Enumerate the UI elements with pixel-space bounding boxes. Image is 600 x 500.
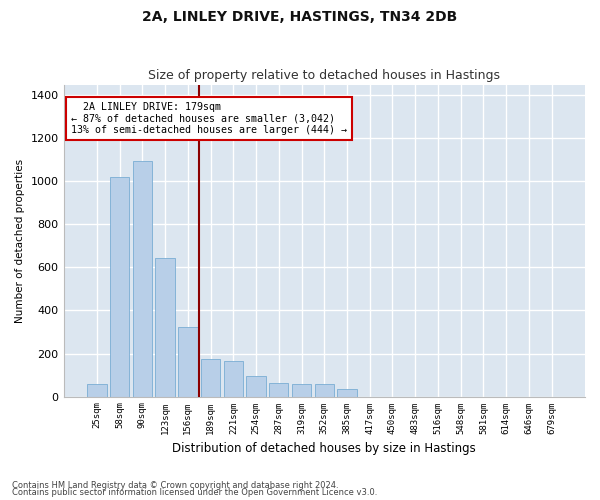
X-axis label: Distribution of detached houses by size in Hastings: Distribution of detached houses by size …	[172, 442, 476, 455]
Title: Size of property relative to detached houses in Hastings: Size of property relative to detached ho…	[148, 69, 500, 82]
Bar	[247, 376, 266, 396]
Bar	[178, 326, 197, 396]
Bar	[110, 177, 130, 396]
Text: Contains public sector information licensed under the Open Government Licence v3: Contains public sector information licen…	[12, 488, 377, 497]
Bar	[314, 384, 334, 396]
Bar	[292, 384, 311, 396]
Text: Contains HM Land Registry data © Crown copyright and database right 2024.: Contains HM Land Registry data © Crown c…	[12, 480, 338, 490]
Bar	[224, 361, 243, 396]
Text: 2A, LINLEY DRIVE, HASTINGS, TN34 2DB: 2A, LINLEY DRIVE, HASTINGS, TN34 2DB	[142, 10, 458, 24]
Text: 2A LINLEY DRIVE: 179sqm
← 87% of detached houses are smaller (3,042)
13% of semi: 2A LINLEY DRIVE: 179sqm ← 87% of detache…	[71, 102, 347, 135]
Y-axis label: Number of detached properties: Number of detached properties	[15, 158, 25, 322]
Bar	[337, 389, 356, 396]
Bar	[201, 359, 220, 397]
Bar	[87, 384, 107, 396]
Bar	[269, 382, 289, 396]
Bar	[155, 258, 175, 396]
Bar	[133, 161, 152, 396]
